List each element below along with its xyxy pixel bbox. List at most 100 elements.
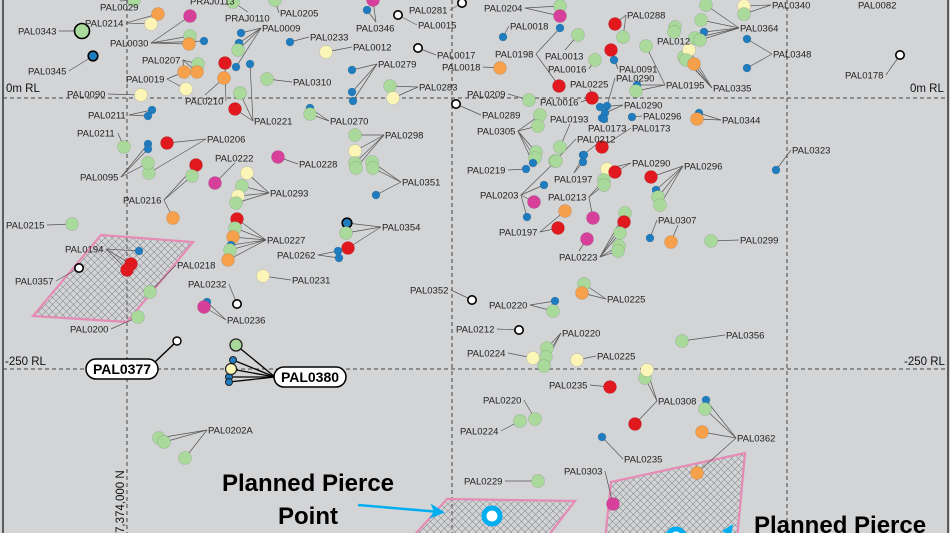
drill-hole-point-open[interactable]	[74, 262, 85, 273]
drill-hole-point-green[interactable]	[588, 53, 602, 67]
drill-hole-point-green[interactable]	[653, 198, 667, 212]
planned-pierce-point-2[interactable]	[666, 526, 686, 533]
pal0380-pill[interactable]	[273, 366, 347, 388]
drill-hole-point-open[interactable]	[412, 42, 423, 53]
drill-hole-point-blue[interactable]	[147, 105, 157, 115]
drill-hole-point-green[interactable]	[349, 161, 363, 175]
drill-hole-point-yellow[interactable]	[640, 363, 654, 377]
drill-hole-point-red[interactable]	[341, 241, 355, 255]
drill-hole-point-orange[interactable]	[558, 204, 572, 218]
drill-hole-point-blue[interactable]	[371, 190, 381, 200]
drill-hole-point-blue[interactable]	[143, 111, 153, 121]
drill-hole-point-red[interactable]	[585, 91, 599, 105]
drill-hole-point-blue[interactable]	[742, 34, 752, 44]
drill-hole-point-red[interactable]	[644, 170, 658, 184]
drill-hole-point-magenta[interactable]	[271, 150, 285, 164]
drill-hole-point-green[interactable]	[571, 28, 585, 42]
drill-hole-point-yellow[interactable]	[386, 91, 400, 105]
drill-hole-point-blue[interactable]	[645, 233, 655, 243]
drill-hole-point-blue[interactable]	[599, 114, 609, 124]
drill-hole-point-green[interactable]	[694, 13, 708, 27]
drill-hole-point-green[interactable]	[549, 154, 563, 168]
drill-hole-point-green[interactable]	[737, 7, 751, 21]
drill-hole-point-yellow[interactable]	[526, 351, 540, 365]
drill-hole-point-blue[interactable]	[334, 253, 344, 263]
drill-hole-point-open[interactable]	[894, 49, 905, 60]
drill-hole-point-magenta[interactable]	[580, 232, 594, 246]
drill-hole-point-magenta[interactable]	[553, 9, 567, 23]
drill-hole-point-orange[interactable]	[687, 57, 701, 71]
drill-hole-point-green[interactable]	[339, 226, 353, 240]
drill-hole-point-green[interactable]	[127, 0, 141, 7]
drill-hole-point-magenta[interactable]	[527, 195, 541, 209]
drill-hole-point-green[interactable]	[675, 334, 689, 348]
drill-hole-point-red[interactable]	[218, 56, 232, 70]
drill-hole-point-green[interactable]	[157, 435, 171, 449]
drill-hole-point-blue[interactable]	[231, 62, 241, 72]
drill-hole-point-blue[interactable]	[597, 432, 607, 442]
drill-hole-point-green[interactable]	[616, 30, 630, 44]
drill-hole-point-green[interactable]	[366, 161, 380, 175]
drill-hole-point-orange[interactable]	[493, 61, 507, 75]
drill-hole-point-green[interactable]	[693, 33, 707, 47]
drill-hole-point-green[interactable]	[704, 234, 718, 248]
drill-hole-point-green[interactable]	[141, 156, 155, 170]
drill-hole-point-yellow[interactable]	[256, 269, 270, 283]
drill-hole-point-green[interactable]	[383, 79, 397, 93]
drill-hole-point-green[interactable]	[178, 451, 192, 465]
drill-hole-point-orange[interactable]	[177, 65, 191, 79]
drill-hole-point-blue[interactable]	[347, 65, 357, 75]
drill-hole-point-magenta[interactable]	[197, 300, 211, 314]
drill-hole-point-red[interactable]	[595, 140, 609, 154]
drill-hole-point-yellow[interactable]	[240, 166, 254, 180]
drill-hole-point-yellow[interactable]	[570, 353, 584, 367]
drill-hole-point-green[interactable]	[303, 107, 317, 121]
drill-hole-point-blue[interactable]	[362, 5, 372, 15]
drill-hole-point-orange[interactable]	[151, 7, 165, 21]
pal0377-pill[interactable]	[85, 358, 159, 380]
drill-hole-point-green[interactable]	[698, 402, 712, 416]
drill-hole-point-orange[interactable]	[182, 37, 196, 51]
drill-hole-point-orange[interactable]	[695, 425, 709, 439]
drill-hole-point-yellow[interactable]	[179, 82, 193, 96]
pal0377-point[interactable]	[172, 336, 182, 346]
drill-hole-point-blue[interactable]	[555, 23, 565, 33]
drill-hole-point-orange[interactable]	[690, 466, 704, 480]
drill-hole-point-red[interactable]	[604, 43, 618, 57]
planned-pierce-point[interactable]	[481, 505, 503, 527]
drill-hole-point-orange[interactable]	[166, 211, 180, 225]
drill-hole-point-red[interactable]	[120, 263, 134, 277]
drill-hole-point-red[interactable]	[603, 380, 617, 394]
drill-hole-point-green[interactable]	[73, 22, 91, 40]
drill-hole-point-open[interactable]	[232, 298, 243, 309]
drill-hole-point-blue[interactable]	[609, 55, 619, 65]
drill-hole-point-blue[interactable]	[199, 36, 209, 46]
drill-hole-point-green[interactable]	[611, 244, 625, 258]
drill-hole-point-blue[interactable]	[550, 296, 560, 306]
drill-hole-point-blue[interactable]	[771, 165, 781, 175]
drill-hole-point-blue[interactable]	[245, 59, 255, 69]
drill-hole-point-green[interactable]	[522, 93, 536, 107]
drill-hole-point-blue[interactable]	[236, 28, 246, 38]
drill-hole-point-orange[interactable]	[190, 65, 204, 79]
drill-hole-point-orange[interactable]	[217, 71, 231, 85]
drill-hole-point-blue[interactable]	[521, 164, 531, 174]
drill-hole-point-magenta[interactable]	[183, 9, 197, 23]
pal0380-point-green[interactable]	[229, 338, 243, 352]
drill-hole-point-green[interactable]	[185, 169, 199, 183]
drill-hole-point-open[interactable]	[466, 294, 477, 305]
drill-hole-point-yellow[interactable]	[134, 88, 148, 102]
drill-hole-point-blue[interactable]	[742, 63, 752, 73]
drill-hole-point-green[interactable]	[699, 0, 713, 12]
drill-hole-point-blue[interactable]	[347, 87, 357, 97]
drill-hole-point-green[interactable]	[629, 84, 643, 98]
drill-hole-point-green[interactable]	[531, 119, 545, 133]
drill-hole-point-green[interactable]	[537, 359, 551, 373]
drill-hole-point-green[interactable]	[667, 25, 681, 39]
drill-hole-point-green[interactable]	[268, 0, 282, 7]
drill-hole-point-green[interactable]	[231, 43, 245, 57]
drill-hole-point-green[interactable]	[65, 217, 79, 231]
drill-hole-point-yellow[interactable]	[348, 144, 362, 158]
drill-hole-point-yellow[interactable]	[319, 45, 333, 59]
drill-hole-point-blue[interactable]	[134, 246, 144, 256]
